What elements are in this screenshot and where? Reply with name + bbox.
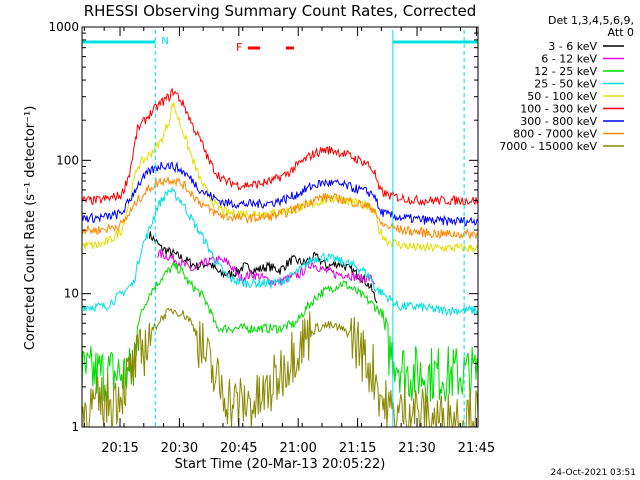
series-line-4 — [81, 102, 479, 254]
series-line-0 — [148, 231, 378, 304]
series-line-7 — [81, 176, 479, 241]
legend-label-4: 50 - 100 keV — [527, 90, 597, 103]
series-layer — [81, 87, 479, 429]
legend-label-6: 300 - 800 keV — [520, 115, 597, 128]
flare-flag: F — [236, 41, 242, 54]
x-axis-label: Start Time (20-Mar-13 20:05:22) — [175, 457, 386, 472]
series-line-8 — [81, 307, 479, 429]
legend-label-7: 800 - 7000 keV — [513, 128, 597, 141]
y-axis-label: Corrected Count Rate (s⁻¹ detector⁻¹) — [23, 106, 38, 351]
series-line-6 — [81, 161, 479, 227]
series-line-5 — [81, 87, 479, 207]
x-tick-label-3: 21:00 — [279, 441, 316, 456]
y-tick-label-3: 1000 — [48, 20, 79, 34]
night-flag: N — [161, 36, 168, 47]
x-tick-label-5: 21:30 — [398, 441, 435, 456]
x-tick-label-4: 21:15 — [339, 441, 376, 456]
x-tick-label-6: 21:45 — [458, 441, 495, 456]
x-tick-label-1: 20:30 — [161, 441, 198, 456]
legend-label-5: 100 - 300 keV — [520, 103, 597, 116]
legend-label-8: 7000 - 15000 keV — [499, 140, 597, 153]
y-tick-label-2: 100 — [56, 153, 79, 167]
y-tick-label-1: 10 — [64, 287, 79, 301]
timestamp: 24-Oct-2021 03:51 — [551, 468, 636, 478]
series-line-2 — [81, 261, 479, 404]
tick-layer: 1 10 100 1000 20:15 20:30 20:45 21:00 21:15 21:30… — [48, 20, 495, 456]
legend-header-line-2: Att 0 — [608, 26, 634, 39]
legend-label-2: 12 - 25 keV — [534, 65, 597, 78]
series-line-3 — [81, 186, 479, 317]
chart-title: RHESSI Observing Summary Count Rates, Co… — [84, 2, 477, 20]
x-tick-label-2: 20:45 — [220, 441, 257, 456]
x-tick-label-0: 20:15 — [101, 441, 138, 456]
legend-label-3: 25 - 50 keV — [534, 78, 597, 91]
series-line-1 — [156, 248, 376, 287]
legend-label-0: 3 - 6 keV — [548, 40, 597, 53]
plot-frame — [81, 26, 479, 428]
legend-label-1: 6 - 12 keV — [541, 53, 597, 66]
legend-header-line-1: Det 1,3,4,5,6,9, — [548, 14, 634, 27]
y-tick-label-0: 1 — [71, 420, 79, 434]
